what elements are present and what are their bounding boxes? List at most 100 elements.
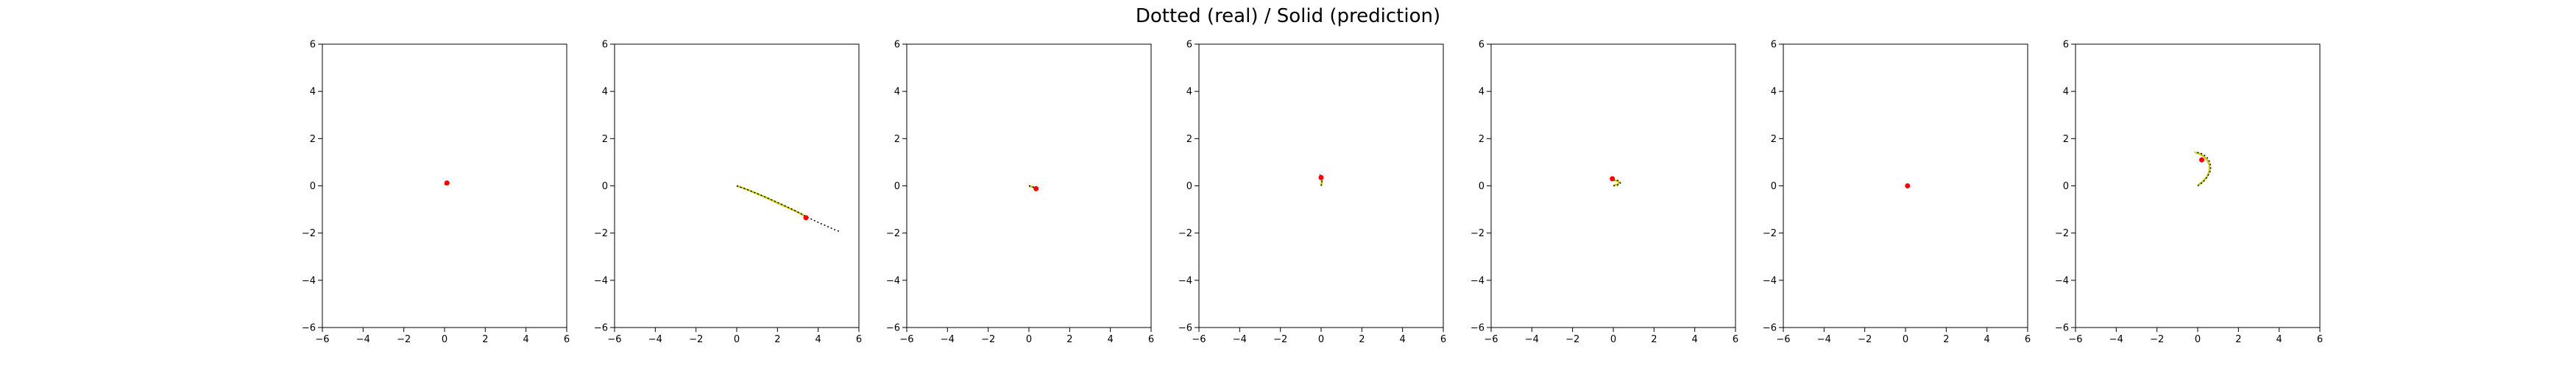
x-tick-label: 4 xyxy=(1400,334,1406,345)
x-tick-label: −2 xyxy=(2150,334,2164,345)
subplot-1: −6 −4 −2 0 2 4 6 −6 −4 −2 0 2 4 6 xyxy=(302,40,570,346)
x-tick-label: 0 xyxy=(1318,334,1324,345)
x-tick-label: 6 xyxy=(1733,334,1738,345)
y-tick-label: 0 xyxy=(1771,181,1777,192)
y-tick-label: 0 xyxy=(894,181,900,192)
x-tick-label: −4 xyxy=(648,334,662,345)
start-point xyxy=(444,180,450,186)
y-tick-label: 4 xyxy=(1771,87,1777,98)
x-tick-label: −2 xyxy=(1858,334,1872,345)
x-tick-label: −6 xyxy=(1776,334,1790,345)
subplot-3: −6 −4 −2 0 2 4 6 −6 −4 −2 0 2 4 6 xyxy=(886,40,1154,346)
x-tick-label: −2 xyxy=(1565,334,1579,345)
x-tick-label: 0 xyxy=(734,334,740,345)
x-tick-label: 0 xyxy=(1610,334,1616,345)
x-tick-label: 2 xyxy=(1066,334,1072,345)
y-tick-label: 2 xyxy=(602,134,608,145)
x-tick-label: 2 xyxy=(1943,334,1949,345)
y-tick-label: 2 xyxy=(894,134,900,145)
x-tick-label: −4 xyxy=(1525,334,1539,345)
x-tick-label: 6 xyxy=(1440,334,1446,345)
y-tick-label: −4 xyxy=(302,275,316,286)
x-tick-label: 0 xyxy=(1903,334,1908,345)
x-tick-label: −6 xyxy=(315,334,329,345)
y-tick-label: 4 xyxy=(1186,87,1192,98)
y-tick-label: 0 xyxy=(2063,181,2069,192)
y-tick-label: 2 xyxy=(1771,134,1777,145)
y-tick-label: 4 xyxy=(310,87,316,98)
subplot-grid: −6 −4 −2 0 2 4 6 −6 −4 −2 0 2 4 6 −6 −4 −2 0 2 4 6 −6 −4 −2 0 2 4 6… xyxy=(302,40,2323,346)
x-tick-label: 0 xyxy=(442,334,447,345)
x-tick-label: −2 xyxy=(689,334,703,345)
prediction-line xyxy=(736,185,807,218)
x-tick-label: −4 xyxy=(1817,334,1831,345)
start-point xyxy=(1905,183,1911,188)
x-tick-label: −6 xyxy=(2068,334,2082,345)
y-tick-label: 0 xyxy=(1479,181,1485,192)
x-tick-label: 0 xyxy=(1026,334,1032,345)
y-tick-label: 6 xyxy=(894,40,900,51)
x-tick-label: −6 xyxy=(607,334,621,345)
y-tick-label: −2 xyxy=(886,228,900,239)
y-tick-label: 6 xyxy=(1771,40,1777,51)
x-tick-label: 4 xyxy=(815,334,821,345)
x-tick-label: 6 xyxy=(1148,334,1154,345)
y-tick-label: 2 xyxy=(310,134,316,145)
x-tick-label: −6 xyxy=(899,334,913,345)
x-tick-label: −6 xyxy=(1484,334,1498,345)
start-point xyxy=(1318,174,1324,180)
y-tick-label: −4 xyxy=(886,275,900,286)
subplot-7: −6 −4 −2 0 2 4 6 −6 −4 −2 0 2 4 6 xyxy=(2055,40,2323,346)
x-tick-label: −2 xyxy=(981,334,995,345)
y-tick-label: −6 xyxy=(594,323,608,334)
y-tick-label: 6 xyxy=(602,40,608,51)
x-tick-label: −4 xyxy=(1233,334,1247,345)
start-point xyxy=(803,215,809,221)
x-tick-label: 4 xyxy=(2276,334,2282,345)
y-tick-label: 2 xyxy=(2063,134,2069,145)
y-tick-label: 0 xyxy=(602,181,608,192)
y-tick-label: −4 xyxy=(1178,275,1192,286)
x-tick-label: 2 xyxy=(1651,334,1657,345)
y-tick-label: −2 xyxy=(302,228,316,239)
y-tick-label: 2 xyxy=(1479,134,1485,145)
y-tick-label: −2 xyxy=(594,228,608,239)
real-line xyxy=(2194,151,2212,187)
y-tick-label: −2 xyxy=(1763,228,1777,239)
y-tick-label: −6 xyxy=(302,323,316,334)
start-point xyxy=(1610,176,1616,182)
x-tick-label: 4 xyxy=(1984,334,1990,345)
x-tick-label: 6 xyxy=(2317,334,2323,345)
y-tick-label: −6 xyxy=(1471,323,1485,334)
y-tick-label: 4 xyxy=(1479,87,1485,98)
y-tick-label: −4 xyxy=(594,275,608,286)
x-tick-label: 2 xyxy=(1359,334,1365,345)
x-tick-label: 4 xyxy=(523,334,529,345)
y-tick-label: −6 xyxy=(886,323,900,334)
y-tick-label: 6 xyxy=(310,40,316,51)
x-tick-label: 2 xyxy=(2235,334,2241,345)
prediction-line xyxy=(2195,152,2211,186)
x-tick-label: 6 xyxy=(856,334,862,345)
x-tick-label: −2 xyxy=(397,334,411,345)
x-tick-label: 0 xyxy=(2195,334,2201,345)
y-tick-label: 4 xyxy=(894,87,900,98)
x-tick-label: 6 xyxy=(564,334,570,345)
x-tick-label: −2 xyxy=(1273,334,1287,345)
start-point xyxy=(2199,157,2205,163)
y-tick-label: 0 xyxy=(310,181,316,192)
x-tick-label: 4 xyxy=(1692,334,1698,345)
start-point xyxy=(1033,185,1039,191)
x-tick-label: 4 xyxy=(1108,334,1114,345)
y-tick-label: 4 xyxy=(2063,87,2069,98)
y-tick-label: −6 xyxy=(1763,323,1777,334)
y-tick-label: −4 xyxy=(1763,275,1777,286)
subplot-5: −6 −4 −2 0 2 4 6 −6 −4 −2 0 2 4 6 xyxy=(1471,40,1738,346)
x-tick-label: −4 xyxy=(941,334,955,345)
x-tick-label: 6 xyxy=(2025,334,2031,345)
subplot-6: −6 −4 −2 0 2 4 6 −6 −4 −2 0 2 4 6 xyxy=(1763,40,2031,346)
y-tick-label: −2 xyxy=(2055,228,2069,239)
y-tick-label: −2 xyxy=(1471,228,1485,239)
subplot-2: −6 −4 −2 0 2 4 6 −6 −4 −2 0 2 4 6 xyxy=(594,40,862,346)
